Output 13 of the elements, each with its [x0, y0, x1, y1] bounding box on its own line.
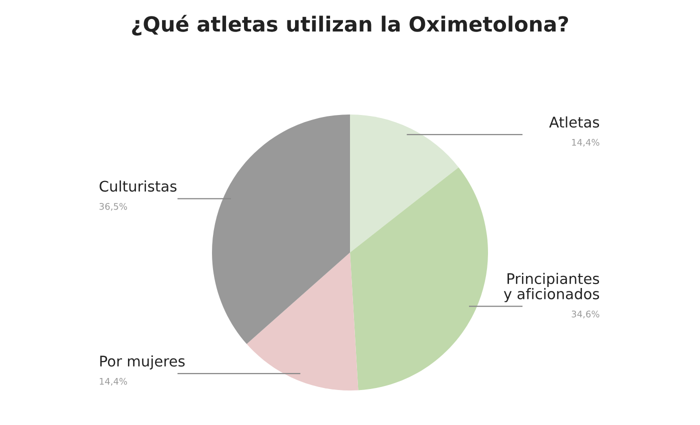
pie-slice [246, 252, 358, 390]
data-label: 14,4% [572, 138, 600, 147]
pie-slice [350, 167, 488, 390]
data-label: 34,6% [572, 310, 600, 318]
pie-slice [350, 114, 459, 252]
slice-label: Principiantes y aficionados [504, 272, 600, 302]
data-label: 14,4% [100, 378, 128, 386]
data-label: 36,5% [100, 202, 128, 211]
slice-label: Atletas [549, 116, 600, 128]
slice-label: Culturistas [100, 180, 176, 192]
slice-label: Por mujeres [100, 355, 185, 370]
pie-slice [212, 114, 350, 344]
chart-title: ¿Qué atletas utilizan la Oximetolona? [132, 14, 568, 36]
